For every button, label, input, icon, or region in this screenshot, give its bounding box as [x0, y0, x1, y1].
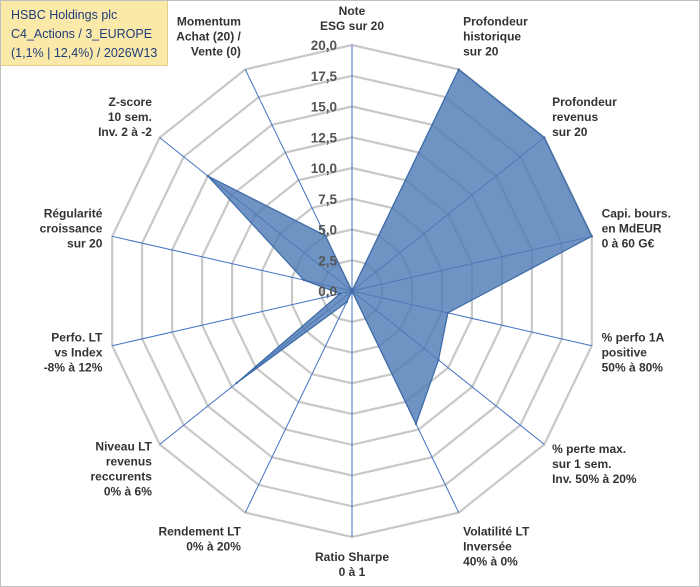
series-point-13 [324, 234, 327, 237]
axis-label-1: Profondeur historique sur 20 [463, 14, 528, 58]
title-line-category: C4_Actions / 3_EUROPE [11, 27, 153, 41]
series-point-9 [235, 381, 238, 385]
chart-title-box: HSBC Holdings plc C4_Actions / 3_EUROPE … [1, 1, 168, 66]
axis-label-0: Note ESG sur 20 [320, 4, 384, 33]
axis-label-7: Ratio Sharpe 0 à 1 [315, 550, 389, 579]
spoke-10 [112, 290, 353, 347]
title-line-company: HSBC Holdings plc [11, 8, 118, 22]
axis-label-6: Volatilité LT Inversée 40% à 0% [463, 525, 530, 569]
series-point-5 [437, 358, 440, 362]
radar-tick-labels: 0,0 2,5 5,0 7,5 10,0 12,5 15,0 17,5 20,0 [311, 38, 338, 299]
axis-label-10: Perfo. LT vs Index -8% à 12% [44, 331, 103, 375]
series-point-1 [457, 68, 460, 71]
axis-label-12: Z-score 10 sem. Inv. 2 à -2 [98, 95, 152, 139]
series-area [207, 68, 593, 426]
axis-label-2: Profondeur revenus sur 20 [552, 95, 617, 139]
radar-axis-labels: Note ESG sur 20 Profondeur historique sur 20… [40, 4, 671, 579]
axis-label-11: Régularité croissance sur 20 [40, 207, 103, 251]
axis-label-13: Momentum Achat (20) / Vente (0) [176, 14, 241, 58]
tick-label: 20,0 [311, 38, 337, 53]
tick-label: 0,0 [318, 284, 337, 299]
tick-label: 12,5 [311, 130, 338, 145]
series-point-12 [206, 174, 209, 178]
axis-label-9: Niveau LT revenus reccurents 0% à 6% [91, 439, 153, 498]
spoke-8 [244, 290, 353, 513]
tick-label: 10,0 [311, 161, 337, 176]
series-point-6 [414, 422, 418, 426]
series-point-4 [446, 311, 450, 315]
tick-label: 15,0 [311, 100, 337, 115]
series-point-3 [590, 235, 593, 238]
axis-label-4: % perfo 1A positive 50% à 80% [602, 331, 665, 375]
axis-label-3: Capi. bours. en MdEUR 0 à 60 G€ [602, 207, 671, 251]
axis-label-5: % perte max. sur 1 sem. Inv. 50% à 20% [552, 442, 637, 486]
tick-label: 2,5 [318, 253, 337, 268]
title-line-period: (1,1% | 12,4%) / 2026W13 [11, 46, 158, 60]
series-point-7 [350, 289, 354, 293]
axis-label-8: Rendement LT 0% à 20% [158, 525, 241, 554]
series-point-11 [302, 278, 306, 282]
series-point-8 [345, 300, 348, 304]
series-point-10 [338, 292, 342, 295]
tick-label: 17,5 [311, 69, 338, 84]
radar-series [206, 68, 593, 426]
series-point-2 [543, 136, 546, 139]
tick-label: 7,5 [318, 192, 337, 207]
tick-label: 5,0 [318, 223, 337, 238]
